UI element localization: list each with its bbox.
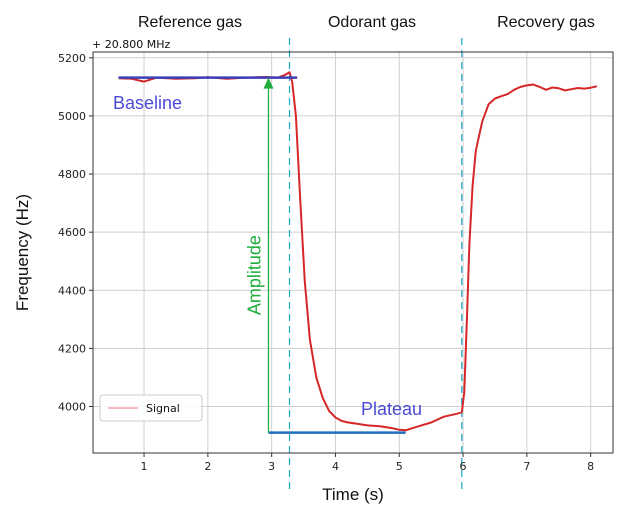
x-tick-label: 4 <box>332 460 339 473</box>
legend-entry-signal: Signal <box>146 402 180 415</box>
y-tick-label: 4200 <box>58 342 86 355</box>
x-tick-label: 2 <box>204 460 211 473</box>
y-tick-label: 5000 <box>58 110 86 123</box>
legend-box <box>99 394 203 422</box>
annotations <box>118 76 406 434</box>
y-offset-label: + 20.800 MHz <box>92 38 170 51</box>
y-axis-label: Frequency (Hz) <box>13 194 32 311</box>
y-tick-label: 4800 <box>58 168 86 181</box>
signal-line <box>118 71 598 432</box>
grid <box>93 52 613 453</box>
legend: Signal <box>99 394 203 422</box>
series-layer <box>118 71 598 432</box>
y-tick-label: 4400 <box>58 284 86 297</box>
x-tick-label: 5 <box>396 460 403 473</box>
y-tick-label: 4000 <box>58 401 86 414</box>
x-tick-label: 7 <box>523 460 530 473</box>
baseline-label: Baseline <box>113 93 182 113</box>
x-tick-label: 6 <box>460 460 467 473</box>
amplitude-label: Amplitude <box>244 235 264 315</box>
x-axis-label: Time (s) <box>322 485 384 504</box>
x-tick-label: 3 <box>268 460 275 473</box>
x-ticks: 1 2 3 4 5 6 7 8 <box>141 453 594 473</box>
phase-label-odorant: Odorant gas <box>328 14 416 31</box>
y-tick-label: 5200 <box>58 52 86 65</box>
plot-frame <box>92 51 614 454</box>
phase-label-recovery: Recovery gas <box>497 14 595 31</box>
y-tick-label: 4600 <box>58 226 86 239</box>
amplitude-arrow-head <box>263 77 274 89</box>
phase-boundaries <box>288 38 463 492</box>
plateau-label: Plateau <box>361 399 422 419</box>
phase-label-reference: Reference gas <box>138 14 242 31</box>
x-tick-label: 1 <box>141 460 148 473</box>
x-tick-label: 8 <box>587 460 594 473</box>
y-ticks: 4000 4200 4400 4600 4800 5000 5200 <box>58 52 93 414</box>
